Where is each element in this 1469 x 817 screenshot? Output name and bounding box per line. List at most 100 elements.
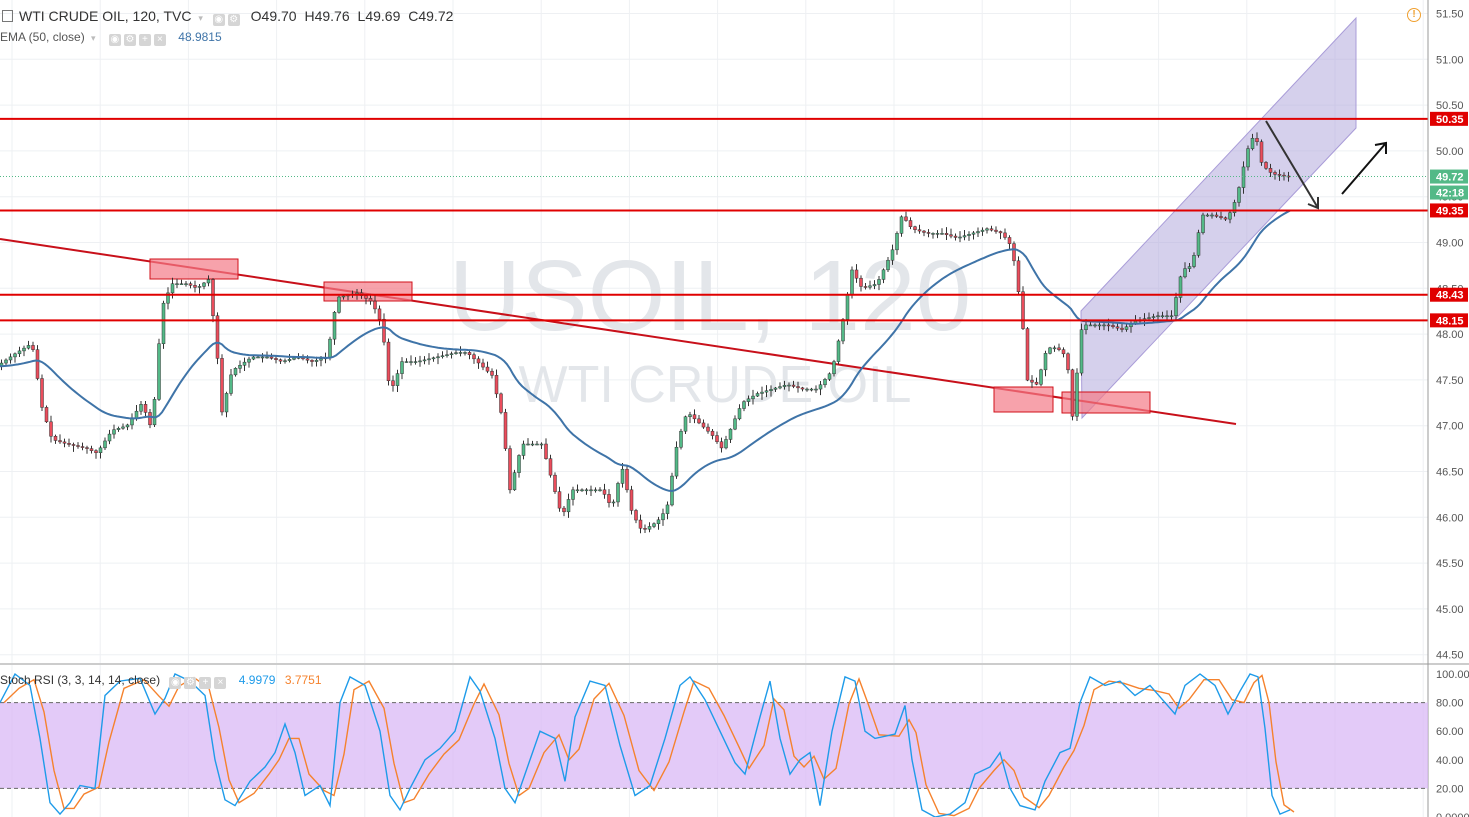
candle-body [269,356,274,359]
candle-body [400,361,404,374]
candle-body [1007,237,1012,244]
candle-body [652,523,656,527]
candle-body [661,513,665,521]
symbol-dropdown-icon[interactable]: ▾ [198,13,203,23]
candle-body [337,296,341,313]
level-tag-label: 49.35 [1436,205,1464,217]
candle-body [512,472,517,491]
candle-body [193,285,197,288]
candle-body [13,353,17,358]
candle-body [1282,174,1286,177]
candle-body [841,319,845,342]
eye-icon[interactable]: ◉ [169,677,182,689]
collapse-icon[interactable] [2,10,13,22]
candle-body [769,389,773,391]
zone-box [149,258,239,280]
candle-body [1156,315,1160,318]
candle-body [607,494,611,503]
candle-body [854,269,859,279]
candle-body [643,528,647,530]
candle-body [665,504,670,514]
price-tick-label: 48.00 [1436,329,1464,341]
candle-body [917,229,922,232]
candle-body [1030,379,1034,383]
alert-icon[interactable]: ! [1407,8,1421,22]
candle-body [773,387,778,390]
close-icon[interactable]: × [153,34,166,46]
price-tick-label: 51.50 [1436,9,1464,21]
candle-body [440,355,445,358]
price-tick-label: 47.00 [1436,421,1464,433]
candle-body [872,284,877,287]
candle-body [179,283,184,285]
candle-body [823,379,827,386]
candle-body [868,285,872,288]
gear-icon[interactable]: ⚙ [123,34,136,46]
candle-body [472,354,476,360]
ema-value: 48.9815 [178,30,222,44]
candle-body [827,373,832,380]
eye-icon[interactable]: ◉ [212,14,225,26]
candle-body [148,412,152,426]
candle-body [1201,214,1205,233]
candle-body [1048,347,1052,354]
candle-body [1214,214,1219,217]
candle-body [71,444,76,446]
candle-body [692,414,697,420]
eye-icon[interactable]: ◉ [108,34,121,46]
candle-body [242,361,247,366]
gear-icon[interactable]: ⚙ [227,14,240,26]
price-tick-label: 50.00 [1436,146,1464,158]
stoch-d-value: 3.7751 [284,673,322,687]
candle-body [283,360,287,362]
ema-dropdown-icon[interactable]: ▾ [91,33,96,43]
ema-label: EMA (50, close) [0,30,85,44]
candle-body [575,489,580,492]
plus-icon[interactable]: + [199,677,212,689]
candle-body [404,361,409,363]
candle-body [989,228,994,231]
candle-body [863,286,868,288]
candle-body [517,455,521,473]
candle-body [94,450,98,453]
candle-body [611,501,616,504]
candle-body [278,359,283,362]
level-tag-label: 50.35 [1436,114,1464,126]
candle-body [1066,353,1070,371]
candle-body [877,279,881,285]
candle-body [157,343,161,400]
plus-icon[interactable]: + [138,34,151,46]
candle-body [256,356,260,359]
symbol-title: WTI CRUDE OIL, 120, TVC [19,8,192,24]
candle-body [805,388,809,391]
candle-body [584,489,589,492]
candle-body [1102,324,1106,327]
candle-body [1147,317,1151,319]
candle-body [1003,232,1007,238]
candle-body [1250,138,1255,149]
candle-body [319,358,323,361]
candle-body [8,356,13,361]
candle-body [890,249,895,261]
candle-body [503,412,508,449]
candle-body [679,430,683,448]
candle-body [598,489,602,492]
candle-body [899,216,904,234]
candle-body [962,235,967,238]
candle-body [17,350,22,355]
watermark-symbol: USOIL, 120 [449,240,972,352]
gear-icon[interactable]: ⚙ [184,677,197,689]
watermark-name: WTI CRUDE OIL [519,356,912,414]
candle-body [1084,324,1088,330]
candle-body [1210,214,1214,217]
close-icon[interactable]: × [214,677,227,689]
price-tick-label: 49.00 [1436,238,1464,250]
candle-body [1255,138,1259,142]
candle-body [616,483,620,503]
candle-body [836,340,841,362]
candle-body [1264,162,1268,169]
candle-body [166,292,170,304]
candle-body [1205,214,1210,217]
stoch-k-value: 4.9979 [238,673,276,687]
